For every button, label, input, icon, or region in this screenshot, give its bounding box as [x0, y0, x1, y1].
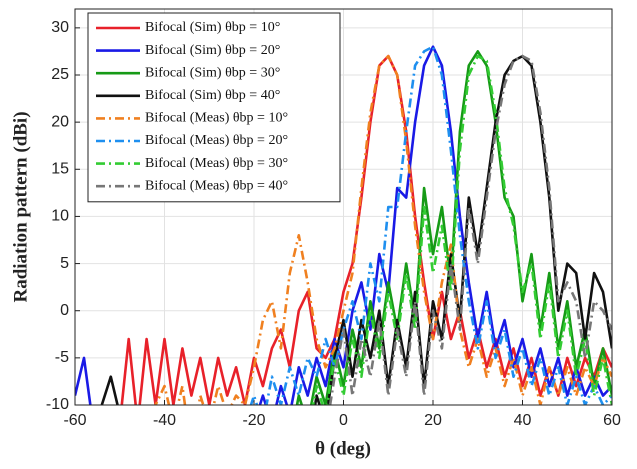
y-tick-label: 15: [51, 161, 69, 178]
legend-label: Bifocal (Sim) θbp = 30°: [145, 65, 280, 80]
series-line: [295, 50, 612, 405]
legend-label: Bifocal (Sim) θbp = 10°: [145, 20, 280, 35]
x-tick-label: 40: [514, 412, 532, 429]
y-axis-label: Radiation pattern (dBi): [10, 111, 31, 302]
y-tick-label: 30: [51, 19, 69, 36]
y-tick-label: 20: [51, 113, 69, 130]
x-axis-label: θ (deg): [315, 438, 371, 459]
series-line: [315, 54, 612, 405]
legend-box: [87, 12, 341, 203]
y-tick-label: -5: [55, 349, 69, 366]
x-tick-label: -60: [63, 412, 86, 429]
series-line: [120, 54, 612, 405]
x-tick-label: -40: [153, 412, 176, 429]
y-tick-label: 5: [60, 255, 69, 272]
y-tick-label: 10: [51, 208, 69, 225]
x-tick-label: 0: [339, 412, 348, 429]
series-line: [154, 54, 612, 405]
y-tick-label: 0: [60, 302, 69, 319]
y-tick-label: 25: [51, 66, 69, 83]
x-tick-label: -20: [242, 412, 265, 429]
x-tick-label: 60: [603, 412, 621, 429]
x-tick-label: 20: [424, 412, 442, 429]
legend-label: Bifocal (Sim) θbp = 20°: [145, 43, 280, 58]
legend-label: Bifocal (Meas) θbp = 10°: [145, 111, 288, 126]
series-line: [297, 54, 612, 405]
legend-label: Bifocal (Meas) θbp = 30°: [145, 156, 288, 171]
plot-frame: [74, 8, 613, 406]
legend-label: Bifocal (Meas) θbp = 20°: [145, 133, 288, 148]
legend-label: Bifocal (Sim) θbp = 40°: [145, 88, 280, 103]
series-line: [75, 45, 612, 405]
legend-label: Bifocal (Meas) θbp = 40°: [145, 178, 288, 193]
y-tick-label: -10: [46, 396, 69, 413]
